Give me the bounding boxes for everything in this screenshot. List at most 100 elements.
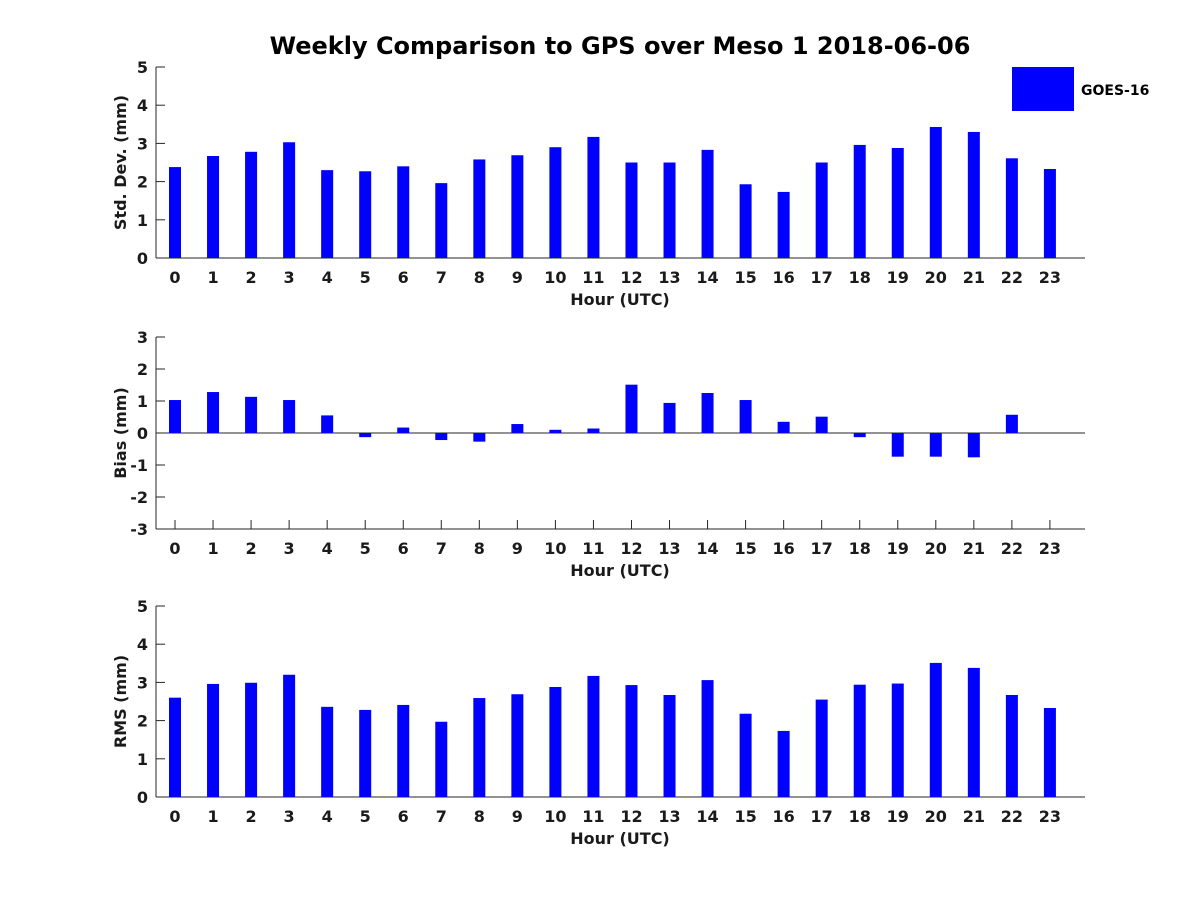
x-tick-label-bias: 5 (360, 539, 371, 558)
x-tick-label-rms: 13 (658, 807, 680, 826)
y-axis-label-std-dev: Std. Dev. (mm) (111, 95, 130, 230)
y-tick-label-bias: -2 (130, 488, 148, 507)
bar-bias-hour-7 (435, 433, 448, 441)
x-tick-label-std-dev: 12 (620, 268, 642, 287)
bar-rms-hour-18 (853, 684, 866, 797)
x-tick-label-rms: 11 (582, 807, 604, 826)
y-tick-label-bias: 2 (137, 360, 148, 379)
x-tick-label-std-dev: 10 (544, 268, 566, 287)
bar-bias-hour-19 (891, 433, 904, 457)
x-tick-label-std-dev: 1 (207, 268, 218, 287)
bar-std-dev-hour-3 (283, 142, 296, 258)
bar-rms-hour-1 (207, 683, 220, 797)
x-tick-label-std-dev: 7 (436, 268, 447, 287)
x-tick-label-std-dev: 22 (1001, 268, 1023, 287)
bar-bias-hour-15 (739, 400, 752, 433)
bar-bias-hour-22 (1005, 414, 1018, 433)
bar-std-dev-hour-12 (625, 162, 638, 258)
y-tick-label-std-dev: 3 (137, 134, 148, 153)
y-tick-label-rms: 2 (137, 712, 148, 731)
bar-std-dev-hour-15 (739, 184, 752, 258)
x-tick-label-bias: 3 (284, 539, 295, 558)
bar-std-dev-hour-11 (587, 136, 600, 258)
bar-std-dev-hour-10 (549, 147, 562, 258)
bar-bias-hour-8 (473, 433, 486, 442)
bar-rms-hour-2 (245, 682, 258, 797)
x-tick-label-bias: 9 (512, 539, 523, 558)
x-tick-label-std-dev: 5 (360, 268, 371, 287)
x-tick-label-bias: 12 (620, 539, 642, 558)
x-tick-label-std-dev: 2 (246, 268, 257, 287)
x-tick-label-rms: 3 (284, 807, 295, 826)
x-tick-label-std-dev: 6 (398, 268, 409, 287)
bar-std-dev-hour-20 (929, 126, 942, 258)
y-axis-label-rms: RMS (mm) (111, 655, 130, 748)
bar-std-dev-hour-6 (397, 166, 410, 258)
x-tick-label-rms: 7 (436, 807, 447, 826)
bar-std-dev-hour-22 (1005, 158, 1018, 258)
x-tick-label-bias: 6 (398, 539, 409, 558)
x-axis-label-bias: Hour (UTC) (570, 561, 670, 580)
bar-std-dev-hour-1 (207, 156, 220, 258)
bar-std-dev-hour-9 (511, 155, 524, 258)
x-tick-label-rms: 21 (963, 807, 985, 826)
x-tick-label-rms: 4 (322, 807, 333, 826)
bar-std-dev-hour-17 (815, 162, 828, 258)
x-tick-label-rms: 18 (849, 807, 871, 826)
x-tick-label-bias: 23 (1039, 539, 1061, 558)
bar-bias-hour-20 (929, 433, 942, 457)
bar-bias-hour-3 (283, 400, 296, 433)
x-tick-label-std-dev: 13 (658, 268, 680, 287)
bar-bias-hour-11 (587, 428, 600, 433)
x-tick-label-std-dev: 19 (887, 268, 909, 287)
x-tick-label-bias: 22 (1001, 539, 1023, 558)
x-tick-label-bias: 16 (773, 539, 795, 558)
x-tick-label-rms: 14 (696, 807, 718, 826)
y-tick-label-std-dev: 5 (137, 58, 148, 77)
bar-rms-hour-12 (625, 685, 638, 797)
bar-rms-hour-3 (283, 674, 296, 797)
x-tick-label-bias: 8 (474, 539, 485, 558)
bar-rms-hour-10 (549, 686, 562, 797)
bar-rms-hour-20 (929, 662, 942, 797)
bar-bias-hour-2 (245, 396, 258, 433)
bar-rms-hour-0 (169, 697, 181, 797)
x-tick-label-std-dev: 15 (734, 268, 756, 287)
x-tick-label-bias: 11 (582, 539, 604, 558)
bar-std-dev-hour-23 (1043, 168, 1056, 258)
x-tick-label-rms: 16 (773, 807, 795, 826)
x-tick-label-rms: 15 (734, 807, 756, 826)
bar-bias-hour-4 (321, 415, 334, 433)
x-tick-label-std-dev: 21 (963, 268, 985, 287)
bar-rms-hour-22 (1005, 695, 1018, 797)
bar-std-dev-hour-5 (359, 171, 372, 258)
y-tick-label-std-dev: 1 (137, 211, 148, 230)
x-tick-label-bias: 21 (963, 539, 985, 558)
y-tick-label-rms: 4 (137, 635, 148, 654)
x-tick-label-std-dev: 23 (1039, 268, 1061, 287)
bar-rms-hour-11 (587, 675, 600, 797)
bar-std-dev-hour-8 (473, 159, 486, 258)
x-axis-label-std-dev: Hour (UTC) (570, 290, 670, 309)
x-tick-label-std-dev: 11 (582, 268, 604, 287)
x-tick-label-std-dev: 18 (849, 268, 871, 287)
x-tick-label-bias: 13 (658, 539, 680, 558)
x-tick-label-std-dev: 14 (696, 268, 718, 287)
bar-bias-hour-9 (511, 424, 524, 433)
y-tick-label-bias: 3 (137, 328, 148, 347)
bar-std-dev-hour-19 (891, 147, 904, 258)
bar-rms-hour-4 (321, 706, 334, 797)
x-tick-label-bias: 14 (696, 539, 718, 558)
x-tick-label-std-dev: 16 (773, 268, 795, 287)
bar-bias-hour-16 (777, 421, 790, 433)
x-tick-label-bias: 19 (887, 539, 909, 558)
bar-rms-hour-5 (359, 709, 372, 797)
y-tick-label-std-dev: 0 (137, 249, 148, 268)
bar-rms-hour-15 (739, 713, 752, 797)
x-tick-label-bias: 20 (925, 539, 947, 558)
x-tick-label-bias: 4 (322, 539, 333, 558)
